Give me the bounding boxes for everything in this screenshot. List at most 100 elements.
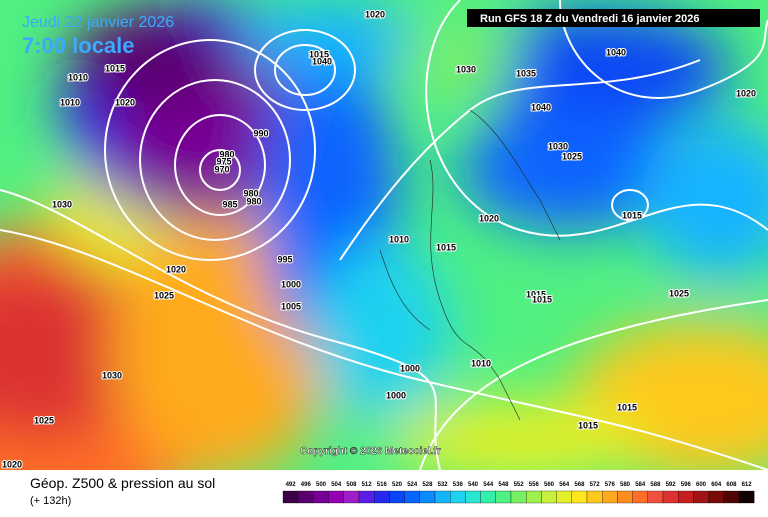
scale-swatch [526, 490, 542, 504]
scale-swatch [495, 490, 512, 504]
pressure-label: 980 [243, 188, 258, 198]
pressure-label: 980 [219, 149, 234, 159]
pressure-label: 1020 [115, 97, 135, 107]
scale-swatch [404, 490, 420, 504]
pressure-label: 1015 [532, 294, 552, 304]
pressure-label: 990 [253, 128, 268, 138]
scale-label: 504 [331, 482, 342, 488]
copyright: Copyright © 2026 Meteociel.fr [300, 446, 441, 457]
scale-swatch [723, 490, 740, 504]
pressure-label: 1020 [736, 88, 756, 98]
pressure-label: 1020 [479, 213, 499, 223]
scale-swatch [313, 490, 329, 504]
run-box [467, 9, 760, 27]
isobars [0, 0, 768, 470]
scale-swatch [693, 490, 709, 504]
scale-swatch [617, 490, 633, 504]
scale-swatch [586, 490, 603, 504]
pressure-label: 1015 [436, 242, 456, 252]
scale-swatch [328, 490, 344, 504]
scale-label: 608 [726, 482, 737, 488]
pressure-label: 1020 [2, 459, 22, 469]
scale-label: 524 [407, 482, 418, 488]
pressure-label: 1035 [516, 68, 536, 78]
scale-swatch [419, 490, 436, 504]
pressure-label: 1025 [669, 288, 689, 298]
scale-label: 528 [422, 482, 433, 488]
pressure-label: 1015 [105, 63, 125, 73]
scale-label: 580 [620, 482, 631, 488]
scale-swatch [374, 490, 390, 504]
date: Jeudi 22 janvier 2026 [22, 14, 174, 31]
pressure-label: 1020 [365, 9, 385, 19]
scale-swatch [571, 490, 588, 504]
pressure-label: 1000 [281, 279, 301, 289]
scale-swatch [662, 490, 679, 504]
scale-label: 512 [362, 482, 373, 488]
scale-label: 588 [650, 482, 661, 488]
scale-label: 532 [438, 482, 449, 488]
pressure-label: 1040 [531, 102, 551, 112]
pressure-label: 1030 [102, 370, 122, 380]
scale-swatch [282, 490, 299, 504]
pressure-label: 1000 [386, 390, 406, 400]
footer-title: Géop. Z500 & pression au sol [30, 475, 215, 491]
pressure-label: 1020 [166, 264, 186, 274]
coastlines [379, 109, 561, 421]
scale-swatch [510, 490, 527, 504]
scale-swatch [465, 490, 481, 504]
pressure-label: 1030 [456, 64, 476, 74]
scale-swatch [738, 490, 755, 504]
pressure-label: 1040 [606, 47, 626, 57]
pressure-label: 1015 [617, 402, 637, 412]
pressure-label: 975 [216, 156, 231, 166]
pressure-label: 1015 [526, 289, 546, 299]
pressure-label: 1040 [312, 56, 332, 66]
scale-label: 564 [559, 482, 570, 488]
scale-label: 592 [666, 482, 677, 488]
scale-swatch [647, 490, 664, 504]
run: Run GFS 18 Z du Vendredi 16 janvier 2026 [480, 13, 699, 25]
pressure-label: 1005 [281, 301, 301, 311]
scale-label: 496 [301, 482, 312, 488]
scale-label: 596 [681, 482, 692, 488]
footer-lead: (+ 132h) [30, 495, 71, 507]
scale-label: 572 [590, 482, 601, 488]
scale-label: 568 [574, 482, 585, 488]
scale-label: 520 [392, 482, 403, 488]
scale-label: 552 [514, 482, 525, 488]
pressure-label: 1030 [52, 199, 72, 209]
pressure-label: 980 [246, 196, 261, 206]
pressure-label: 1030 [548, 141, 568, 151]
scale-label: 560 [544, 482, 555, 488]
scale-label: 508 [346, 482, 357, 488]
scale-label: 604 [711, 482, 722, 488]
time: 7:00 locale [22, 33, 135, 58]
scale-swatch [632, 490, 648, 504]
scale-swatch [298, 490, 314, 504]
pressure-label: 985 [222, 199, 237, 209]
scale-label: 500 [316, 482, 327, 488]
pressure-label: 1010 [60, 97, 80, 107]
pressure-label: 1025 [562, 151, 582, 161]
scale-label: 576 [605, 482, 616, 488]
scale-label: 540 [468, 482, 479, 488]
scale-swatch [358, 490, 375, 504]
pressure-label: 1025 [154, 290, 174, 300]
scale-label: 544 [483, 482, 494, 488]
scale-swatch [602, 490, 618, 504]
pressure-label: 1015 [578, 420, 598, 430]
pressure-label: 1000 [400, 363, 420, 373]
scale-swatch [389, 490, 405, 504]
scale-swatch [541, 490, 557, 504]
scale-label: 600 [696, 482, 707, 488]
scale-label: 584 [635, 482, 646, 488]
pressure-label: 970 [214, 164, 229, 174]
pressure-label: 1025 [34, 415, 54, 425]
scale-swatch [450, 490, 466, 504]
pressure-label: 1015 [622, 210, 642, 220]
scale-swatch [434, 490, 451, 504]
scale-label: 536 [453, 482, 464, 488]
pressure-label: 995 [277, 254, 292, 264]
